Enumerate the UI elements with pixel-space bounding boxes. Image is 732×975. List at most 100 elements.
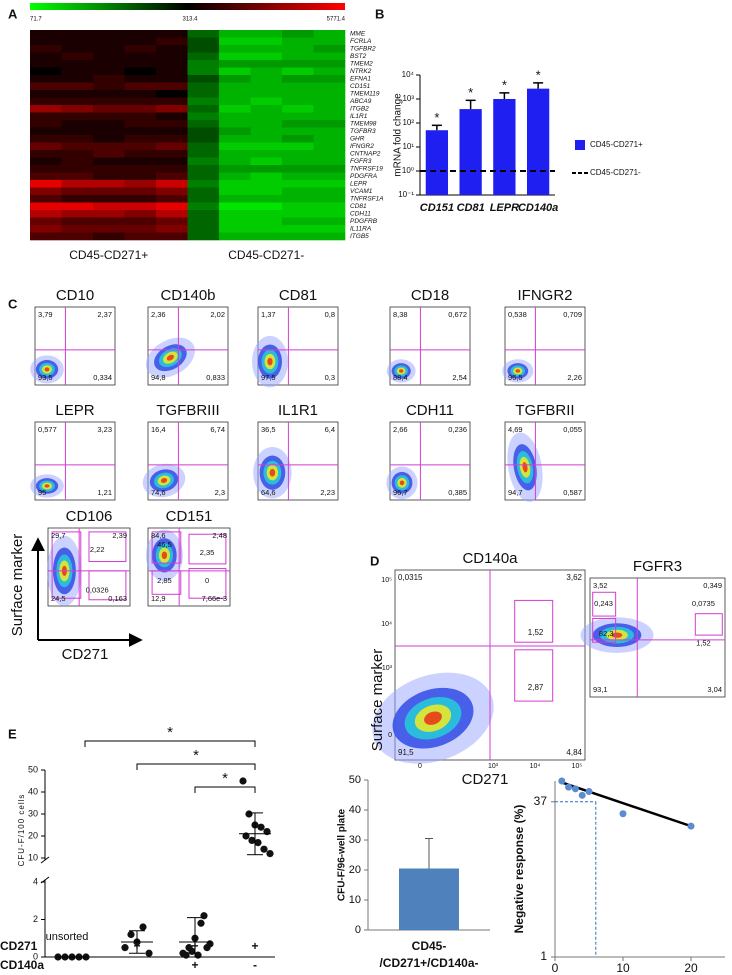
- heatmap-cell: [219, 60, 251, 68]
- heatmap-cell: [250, 217, 283, 226]
- heatmap-cell: [93, 127, 125, 136]
- heatmap-cell: [61, 202, 94, 211]
- heatmap-cell: [219, 142, 251, 151]
- y-tick-label: 4: [33, 876, 38, 886]
- gate: [592, 617, 617, 643]
- heatmap-cell: [61, 45, 94, 53]
- heatmap-cell: [313, 202, 346, 211]
- heatmap-cell: [250, 187, 283, 196]
- gate: [88, 531, 127, 563]
- gate-value: 1,52: [528, 628, 544, 637]
- point: [578, 791, 586, 799]
- gate-value: 2,87: [528, 683, 544, 692]
- density-level: [166, 354, 174, 361]
- heatmap-cell: [313, 187, 346, 196]
- heatmap-cell: [187, 60, 220, 68]
- heatmap-cell: [187, 225, 220, 233]
- heatmap-cell: [93, 172, 125, 181]
- gene-label: CNTNAP2: [350, 150, 381, 157]
- heatmap-cell: [250, 75, 283, 83]
- heatmap-cell: [93, 210, 125, 218]
- heatmap-cell: [124, 120, 157, 128]
- heatmap-cell: [282, 37, 314, 46]
- heatmap-cell: [187, 82, 220, 91]
- quadrant-value: 12,9: [151, 594, 166, 603]
- heatmap-cell: [156, 120, 188, 128]
- heatmap-cell: [282, 45, 314, 53]
- y-tick-label: 10⁵: [381, 577, 392, 584]
- heatmap-cell: [156, 67, 188, 76]
- gene-label: LEPR: [350, 180, 367, 187]
- density-level: [44, 484, 50, 488]
- heatmap-cell: [30, 142, 62, 151]
- quadrant-value: 0,349: [703, 581, 722, 590]
- heatmap-cell: [313, 180, 346, 188]
- plot-title: TGFBRIII: [156, 402, 219, 419]
- bar: [493, 99, 516, 195]
- heatmap-cell: [250, 60, 283, 68]
- heatmap-cell: [219, 75, 251, 83]
- gene-label: VCAM1: [350, 188, 373, 195]
- heatmap-cell: [313, 232, 346, 241]
- gene-label: IL11RA: [350, 225, 371, 232]
- heatmap-cell: [124, 232, 157, 241]
- density-level: [160, 478, 168, 483]
- heatmap-cell: [219, 135, 251, 143]
- heatmap-cell: [61, 142, 94, 151]
- heatmap-cell: [93, 45, 125, 53]
- heatmap-cell: [30, 180, 62, 188]
- heatmap-cell: [282, 210, 314, 218]
- heatmap-cell: [30, 105, 62, 113]
- density-level: [267, 357, 273, 366]
- gate-value: 0,0735: [692, 599, 715, 608]
- quadrant-value: 0,334: [93, 373, 112, 382]
- heatmap-cell: [313, 142, 346, 151]
- axis-label: CD271: [462, 771, 509, 788]
- heatmap-cell: [250, 142, 283, 151]
- heatmap-cell: [124, 52, 157, 61]
- heatmap-cell: [187, 90, 220, 98]
- heatmap-cell: [250, 97, 283, 106]
- heatmap-cell: [313, 75, 346, 83]
- density: [386, 466, 418, 500]
- gate-value: 2,35: [200, 548, 215, 557]
- significance: *: [468, 85, 473, 100]
- heatmap-cell: [61, 52, 94, 61]
- heatmap-cell: [282, 67, 314, 76]
- x-tick-label: LEPR: [490, 202, 519, 214]
- heatmap-cell: [219, 225, 251, 233]
- heatmap-cell: [30, 60, 62, 68]
- heatmap-cell: [187, 67, 220, 76]
- plot-title: CD140b: [160, 287, 215, 304]
- plot-title: FGFR3: [633, 558, 682, 575]
- heatmap-cell: [187, 120, 220, 128]
- heatmap-cell: [61, 90, 94, 98]
- heatmap-cell: [250, 90, 283, 98]
- quadrant-value: 3,79: [38, 310, 53, 319]
- plot-title: IFNGR2: [517, 287, 572, 304]
- plot-title: TGFBRII: [515, 402, 574, 419]
- heatmap-cell: [30, 157, 62, 166]
- dot: [188, 947, 196, 955]
- heatmap-cell: [156, 217, 188, 226]
- heatmap-cell: [313, 150, 346, 158]
- y-axis-label: mRNA fold change: [393, 93, 404, 177]
- heatmap-cell: [250, 82, 283, 91]
- heatmap-cell: [250, 232, 283, 241]
- density-level: [44, 367, 50, 372]
- heatmap-cell: [61, 195, 94, 203]
- heatmap-cell: [282, 180, 314, 188]
- heatmap-cell: [282, 142, 314, 151]
- heatmap-cell: [156, 60, 188, 68]
- axis-label: CD271: [62, 646, 109, 663]
- bar: [399, 868, 459, 930]
- quadrant-value: 6,74: [210, 425, 225, 434]
- heatmap-cell: [30, 112, 62, 121]
- density-level: [611, 632, 623, 638]
- heatmap-cell: [30, 202, 62, 211]
- gate: [514, 649, 554, 702]
- heatmap-cell: [124, 90, 157, 98]
- heatmap-cell: [124, 82, 157, 91]
- significance-bracket: [136, 763, 256, 770]
- heatmap-cell: [124, 202, 157, 211]
